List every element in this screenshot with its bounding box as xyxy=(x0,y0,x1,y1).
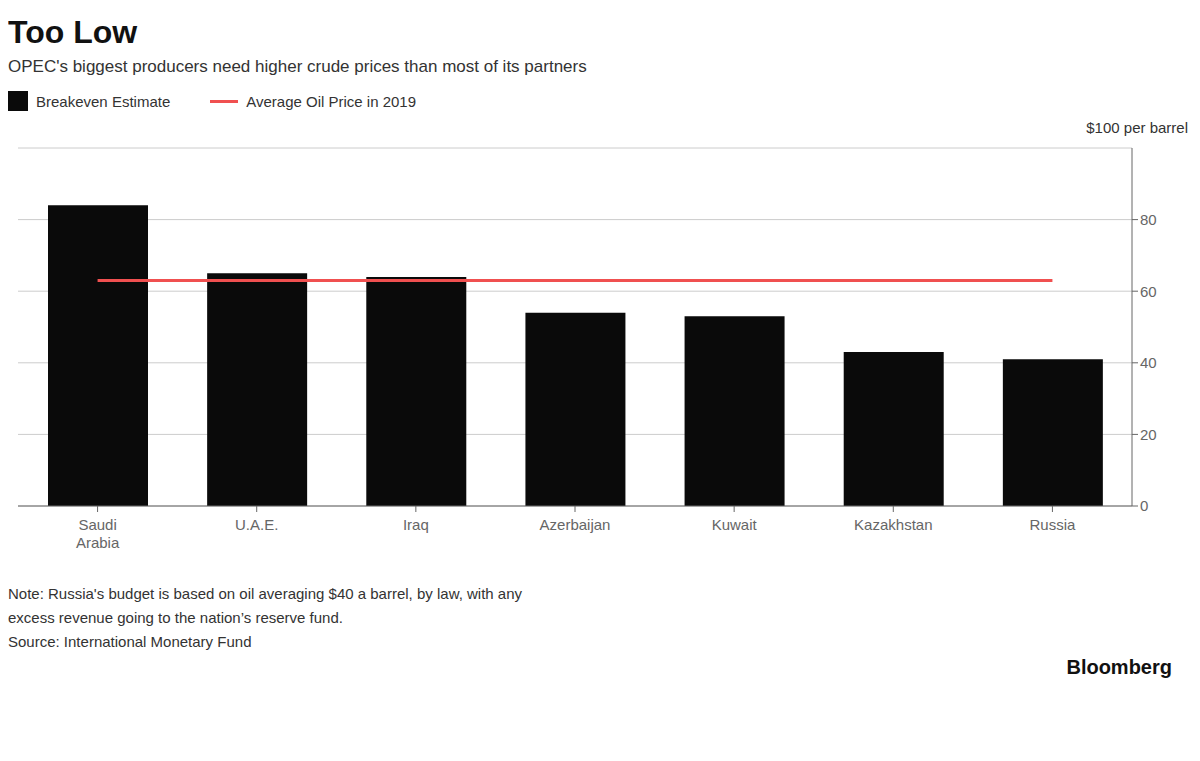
svg-text:60: 60 xyxy=(1140,283,1157,300)
svg-text:SaudiArabia: SaudiArabia xyxy=(76,516,120,551)
svg-text:Russia: Russia xyxy=(1029,516,1076,533)
html-text:$100 per barrel: $100 per barrel xyxy=(1086,119,1188,136)
html-text:OPEC's biggest producers need: OPEC's biggest producers need higher cru… xyxy=(8,57,587,76)
html-text:Average Oil Price in 2019: Average Oil Price in 2019 xyxy=(246,92,417,110)
svg-text:U.A.E.: U.A.E. xyxy=(235,516,278,533)
html-text:Breakeven Estimate: Breakeven Estimate xyxy=(36,92,171,110)
svg-text:Iraq: Iraq xyxy=(403,516,429,533)
svg-text:Azerbaijan: Azerbaijan xyxy=(540,516,611,533)
html-text:Source: International Monetary: Source: International Monetary Fund xyxy=(8,633,252,650)
svg-text:40: 40 xyxy=(1140,354,1157,371)
html-text:Too Low: Too Low xyxy=(8,14,138,50)
html-text:Note: Russia's budget is based: Note: Russia's budget is based on oil av… xyxy=(8,585,522,602)
svg-text:Kazakhstan: Kazakhstan xyxy=(854,516,932,533)
svg-text:Kuwait: Kuwait xyxy=(712,516,758,533)
svg-text:80: 80 xyxy=(1140,211,1157,228)
html-text:Bloomberg: Bloomberg xyxy=(1066,656,1172,678)
svg-text:20: 20 xyxy=(1140,426,1157,443)
html-text:excess revenue going to the na: excess revenue going to the nation’s res… xyxy=(8,609,343,626)
svg-text:0: 0 xyxy=(1140,497,1148,514)
